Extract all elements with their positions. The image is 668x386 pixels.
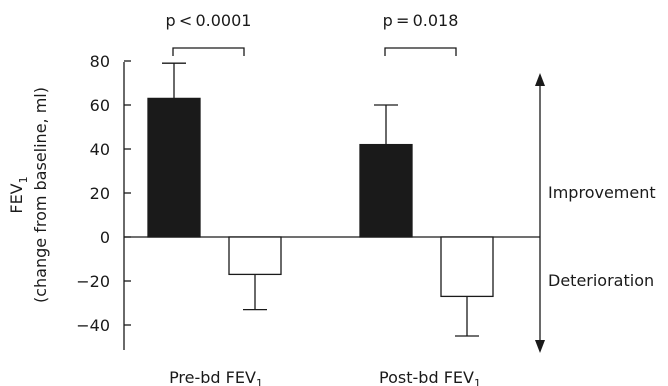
y-tick-label: 0	[100, 228, 110, 247]
y-axis-title: FEV1	[7, 176, 30, 213]
x-label-post-bd-subscript: 1	[474, 377, 481, 386]
annotation-deterioration: Deterioration	[548, 271, 654, 290]
p-value-label: p < 0.0001	[166, 11, 252, 30]
y-tick-label: −20	[76, 272, 110, 291]
x-label-pre-bd-subscript: 1	[256, 377, 263, 386]
p-value-bracket	[384, 47, 457, 56]
direction-arrow-up-head-icon	[535, 73, 545, 86]
direction-arrow-down-head-icon	[535, 340, 545, 353]
bar	[440, 236, 494, 298]
x-label-post-bd: Post-bd FEV1	[379, 368, 481, 386]
annotation-improvement: Improvement	[548, 183, 656, 202]
y-tick-label: 40	[90, 140, 110, 159]
y-axis-title-line2: (change from baseline, ml)	[31, 87, 50, 303]
x-label-pre-bd: Pre-bd FEV1	[169, 368, 263, 386]
bar	[147, 97, 201, 238]
y-ticks: 80 60 40 20 0 −20 −40	[76, 52, 131, 335]
p-value-bracket	[172, 47, 245, 56]
bar	[359, 143, 413, 238]
y-axis-title-subscript: 1	[17, 176, 30, 183]
bars	[147, 62, 494, 337]
p-value-label: p = 0.018	[383, 11, 459, 30]
p-value-brackets: p < 0.0001 p = 0.018	[166, 11, 459, 56]
y-tick-label: 80	[90, 52, 110, 71]
y-tick-label: −40	[76, 316, 110, 335]
y-tick-label: 20	[90, 184, 110, 203]
y-tick-label: 60	[90, 96, 110, 115]
bar	[228, 236, 282, 276]
